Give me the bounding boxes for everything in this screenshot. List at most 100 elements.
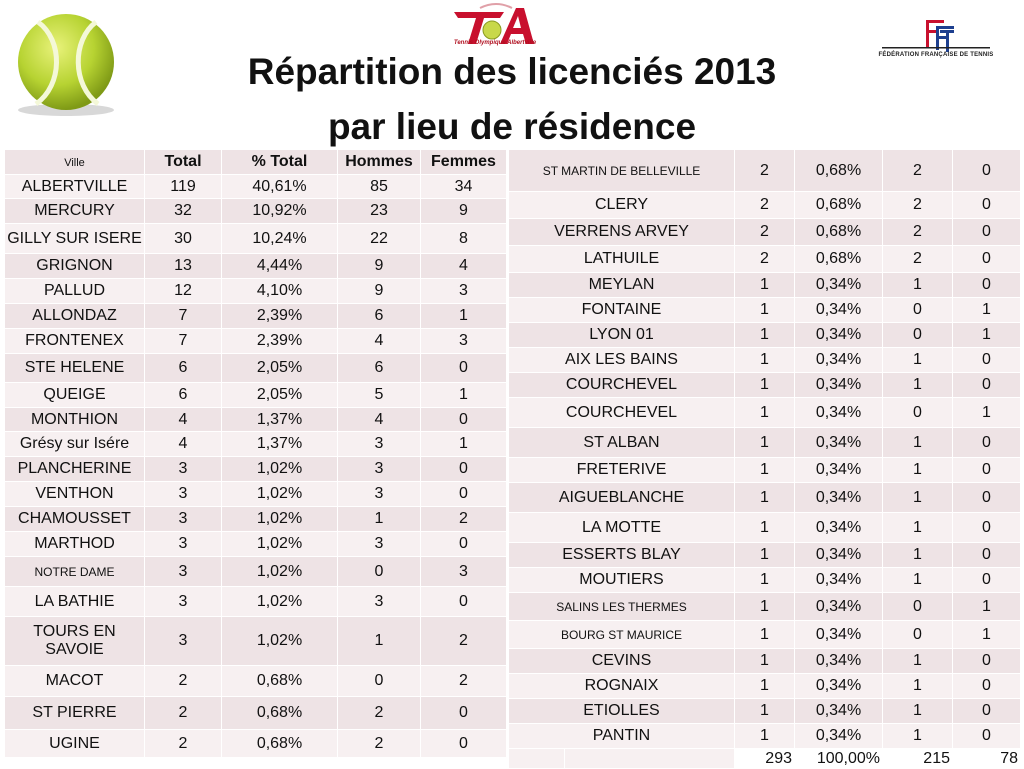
header-femmes: Femmes [420, 149, 507, 175]
table-row: ST MARTIN DE BELLEVILLE 2 0,68% 2 0 [508, 149, 1021, 192]
cell-hommes: 0 [882, 592, 953, 621]
cell-pct: 1,37% [221, 407, 338, 432]
cell-femmes: 3 [420, 556, 507, 587]
cell-hommes: 1 [882, 673, 953, 699]
cell-pct: 1,02% [221, 556, 338, 587]
table-row: CEVINS 1 0,34% 1 0 [508, 648, 1021, 674]
cell-hommes: 4 [337, 328, 421, 354]
cell-pct: 0,68% [794, 245, 883, 273]
table-row: ESSERTS BLAY 1 0,34% 1 0 [508, 542, 1021, 568]
cell-total: 2 [144, 696, 222, 730]
table-row: MERCURY 32 10,92% 23 9 [4, 198, 507, 224]
cell-femmes: 1 [952, 322, 1021, 348]
cell-hommes: 1 [882, 482, 953, 513]
cell-pct: 1,02% [221, 481, 338, 507]
cell-total: 1 [734, 567, 795, 593]
cell-hommes: 9 [337, 253, 421, 279]
cell-pct: 1,02% [221, 531, 338, 557]
cell-femmes: 2 [420, 616, 507, 666]
cell-femmes: 4 [420, 253, 507, 279]
cell-ville: BOURG ST MAURICE [508, 620, 735, 649]
cell-ville: FRETERIVE [508, 457, 735, 483]
cell-pct: 0,34% [794, 397, 883, 428]
cell-femmes: 2 [420, 665, 507, 697]
cell-total: 1 [734, 512, 795, 543]
cell-total: 3 [144, 456, 222, 482]
cell-pct: 0,68% [221, 729, 338, 758]
cell-ville: MACOT [4, 665, 145, 697]
cell-ville: LATHUILE [508, 245, 735, 273]
cell-hommes: 23 [337, 198, 421, 224]
cell-ville: AIGUEBLANCHE [508, 482, 735, 513]
cell-total: 3 [144, 556, 222, 587]
cell-ville: PANTIN [508, 723, 735, 749]
table-row: COURCHEVEL 1 0,34% 1 0 [508, 372, 1021, 398]
cell-total: 2 [734, 218, 795, 246]
cell-pct: 0,34% [794, 297, 883, 323]
cell-hommes: 1 [882, 347, 953, 373]
cell-hommes: 2 [337, 729, 421, 758]
table-row: BOURG ST MAURICE 1 0,34% 0 1 [508, 620, 1021, 649]
cell-pct: 2,05% [221, 353, 338, 383]
cell-hommes: 0 [882, 397, 953, 428]
cell-hommes: 1 [337, 616, 421, 666]
cell-total: 1 [734, 698, 795, 724]
cell-femmes: 0 [952, 372, 1021, 398]
table-row: UGINE 2 0,68% 2 0 [4, 729, 507, 758]
table-row: LATHUILE 2 0,68% 2 0 [508, 245, 1021, 273]
cell-femmes: 0 [420, 586, 507, 617]
cell-hommes: 2 [882, 218, 953, 246]
cell-ville: GRIGNON [4, 253, 145, 279]
cell-ville: QUEIGE [4, 382, 145, 408]
cell-total: 3 [144, 506, 222, 532]
cell-hommes: 0 [882, 297, 953, 323]
cell-total: 2 [734, 245, 795, 273]
cell-total: 3 [144, 531, 222, 557]
totals-hommes: 215 [882, 748, 953, 769]
cell-femmes: 0 [952, 272, 1021, 298]
cell-ville: COURCHEVEL [508, 372, 735, 398]
table-row: GRIGNON 13 4,44% 9 4 [4, 253, 507, 279]
cell-total: 3 [144, 481, 222, 507]
cell-femmes: 1 [952, 620, 1021, 649]
cell-total: 1 [734, 620, 795, 649]
cell-pct: 0,34% [794, 512, 883, 543]
cell-pct: 4,10% [221, 278, 338, 304]
cell-total: 4 [144, 431, 222, 457]
cell-ville: ETIOLLES [508, 698, 735, 724]
cell-hommes: 0 [882, 620, 953, 649]
cell-total: 7 [144, 303, 222, 329]
cell-femmes: 0 [952, 512, 1021, 543]
cell-pct: 0,34% [794, 592, 883, 621]
cell-total: 1 [734, 272, 795, 298]
cell-ville: GILLY SUR ISERE [4, 223, 145, 254]
cell-ville: ST PIERRE [4, 696, 145, 730]
cell-total: 1 [734, 673, 795, 699]
cell-hommes: 3 [337, 481, 421, 507]
cell-hommes: 0 [882, 322, 953, 348]
cell-pct: 0,34% [794, 542, 883, 568]
cell-hommes: 1 [882, 372, 953, 398]
cell-ville: SALINS LES THERMES [508, 592, 735, 621]
cell-pct: 10,24% [221, 223, 338, 254]
cell-pct: 40,61% [221, 174, 338, 199]
cell-hommes: 1 [882, 698, 953, 724]
cell-hommes: 3 [337, 431, 421, 457]
totals-blank-cell [564, 748, 735, 769]
cell-total: 1 [734, 397, 795, 428]
cell-pct: 0,34% [794, 457, 883, 483]
cell-ville: ST MARTIN DE BELLEVILLE [508, 149, 735, 192]
cell-femmes: 0 [952, 245, 1021, 273]
cell-total: 2 [144, 665, 222, 697]
table-row: NOTRE DAME 3 1,02% 0 3 [4, 556, 507, 587]
table-row: MARTHOD 3 1,02% 3 0 [4, 531, 507, 557]
table-row: VERRENS ARVEY 2 0,68% 2 0 [508, 218, 1021, 246]
cell-femmes: 1 [420, 303, 507, 329]
header-pct: % Total [221, 149, 338, 175]
table-row: PALLUD 12 4,10% 9 3 [4, 278, 507, 304]
cell-pct: 0,68% [794, 218, 883, 246]
cell-ville: PLANCHERINE [4, 456, 145, 482]
cell-ville: Grésy sur Isére [4, 431, 145, 457]
cell-ville: LA BATHIE [4, 586, 145, 617]
page-title: Répartition des licenciés 2013 par lieu … [200, 44, 824, 154]
